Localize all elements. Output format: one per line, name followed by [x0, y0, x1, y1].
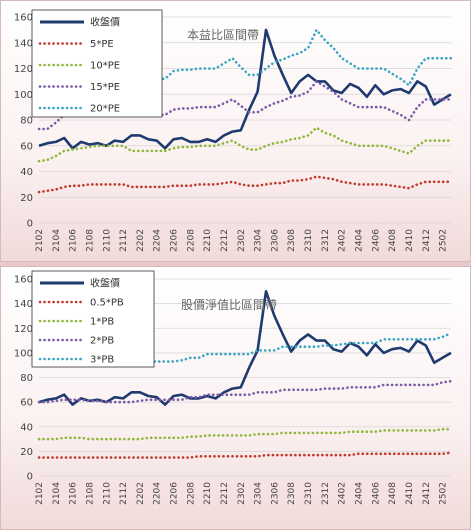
series-line-2 [37, 126, 453, 163]
x-tick-label: 2410 [405, 229, 415, 252]
x-tick-label: 2410 [405, 482, 415, 505]
y-tick-label: 60 [20, 398, 33, 409]
x-tick-label: 2104 [52, 229, 62, 252]
pb-chart-svg: 0 20 40 60 80 100 120 140 160 2102 2104 2106 2108 211… [14, 270, 453, 505]
y-tick-label: 20 [20, 193, 33, 204]
x-tick-label: 2202 [136, 482, 146, 505]
y-tick-label: 40 [20, 422, 33, 433]
x-tick-label: 2310 [304, 482, 314, 505]
x-tick-label: 2106 [69, 482, 79, 505]
x-tick-label: 2404 [355, 229, 365, 252]
x-tick-label: 2210 [203, 229, 213, 252]
x-tick-label: 2112 [119, 482, 129, 505]
legend-label: 收盤價 [90, 277, 120, 290]
x-tick-label: 2312 [321, 482, 331, 505]
x-tick-label: 2206 [170, 482, 180, 505]
x-tick-label: 2204 [153, 229, 163, 252]
series-line-0 [38, 289, 452, 406]
y-tick-label: 20 [20, 447, 33, 458]
x-tick-label: 2208 [186, 229, 196, 252]
x-tick-label: 2412 [422, 229, 432, 252]
x-tick-label: 2406 [371, 229, 381, 252]
y-tick-label: 0 [27, 472, 33, 483]
y-tick-label: 0 [27, 219, 33, 230]
y-tick-label: 40 [20, 167, 33, 178]
y-tick-label: 100 [14, 348, 33, 359]
x-tick-label: 2408 [388, 482, 398, 505]
x-tick-label: 2108 [85, 482, 95, 505]
x-tick-label: 2204 [153, 482, 163, 505]
legend-label: 15*PE [90, 82, 120, 93]
x-tick-label: 2104 [52, 482, 62, 505]
legend-label: 0.5*PB [90, 298, 124, 309]
series-line-1 [37, 451, 453, 459]
x-tick-label: 2302 [237, 229, 247, 252]
x-tick-label: 2302 [237, 482, 247, 505]
legend-label: 10*PE [90, 61, 120, 72]
x-tick-label: 2306 [270, 482, 280, 505]
x-tick-label: 2308 [287, 482, 297, 505]
chart-title: 本益比區間帶 [187, 28, 259, 42]
legend-label: 5*PE [90, 39, 114, 50]
legend-label: 1*PB [90, 317, 114, 328]
legend-label: 3*PB [90, 355, 114, 366]
x-tick-label: 2110 [102, 229, 112, 252]
x-tick-label: 2208 [186, 482, 196, 505]
y-tick-label: 120 [14, 64, 33, 75]
legend-label: 20*PE [90, 104, 120, 115]
x-tick-label: 2110 [102, 482, 112, 505]
x-tick-label: 2102 [35, 482, 45, 505]
x-tick-label: 2402 [338, 482, 348, 505]
series-line-2 [37, 427, 453, 441]
pb-band-chart: 0 20 40 60 80 100 120 140 160 2102 2104 2106 2108 211… [0, 266, 471, 530]
x-tick-label: 2412 [422, 482, 432, 505]
x-tick-label: 2502 [439, 482, 449, 505]
y-tick-label: 120 [14, 324, 33, 335]
series-line-3 [37, 379, 453, 404]
x-tick-label: 2408 [388, 229, 398, 252]
x-tick-label: 2212 [220, 229, 230, 252]
x-tick-label: 2304 [254, 482, 264, 505]
x-tick-label: 2102 [35, 229, 45, 252]
x-tick-label: 2306 [270, 229, 280, 252]
y-tick-label: 80 [20, 373, 33, 384]
y-tick-label: 60 [20, 141, 33, 152]
chart-title: 股價淨值比區間帶 [181, 297, 277, 312]
y-tick-label: 80 [20, 116, 33, 127]
legend: 收盤價 0.5*PB 1*PB 2*PB 3*PB [31, 270, 155, 368]
x-tick-label: 2402 [338, 229, 348, 252]
y-tick-label: 160 [14, 13, 33, 24]
series-line-3 [37, 79, 453, 131]
x-tick-label: 2108 [85, 229, 95, 252]
x-tick-label: 2312 [321, 229, 331, 252]
x-tick-label: 2308 [287, 229, 297, 252]
y-tick-label: 160 [14, 275, 33, 286]
x-tick-label: 2202 [136, 229, 146, 252]
x-tick-label: 2212 [220, 482, 230, 505]
legend: 收盤價 5*PE 10*PE 15*PE 20*PE [31, 9, 163, 118]
y-tick-label: 140 [14, 38, 33, 49]
series-line-1 [37, 175, 453, 194]
legend-label: 2*PB [90, 336, 114, 347]
x-tick-label: 2210 [203, 482, 213, 505]
x-tick-label: 2310 [304, 229, 314, 252]
x-tick-label: 2112 [119, 229, 129, 252]
legend-label: 收盤價 [90, 16, 120, 29]
pe-chart-svg: 0 20 40 60 80 100 120 140 160 2102 2104 2106 2108 211… [14, 9, 453, 252]
x-tick-label: 2406 [371, 482, 381, 505]
x-tick-label: 2304 [254, 229, 264, 252]
x-tick-label: 2206 [170, 229, 180, 252]
x-tick-label: 2106 [69, 229, 79, 252]
y-tick-label: 100 [14, 90, 33, 101]
x-tick-label: 2502 [439, 229, 449, 252]
x-tick-label: 2404 [355, 482, 365, 505]
pe-band-chart: 0 20 40 60 80 100 120 140 160 2102 2104 2106 2108 211… [0, 0, 471, 262]
y-tick-label: 140 [14, 299, 33, 310]
